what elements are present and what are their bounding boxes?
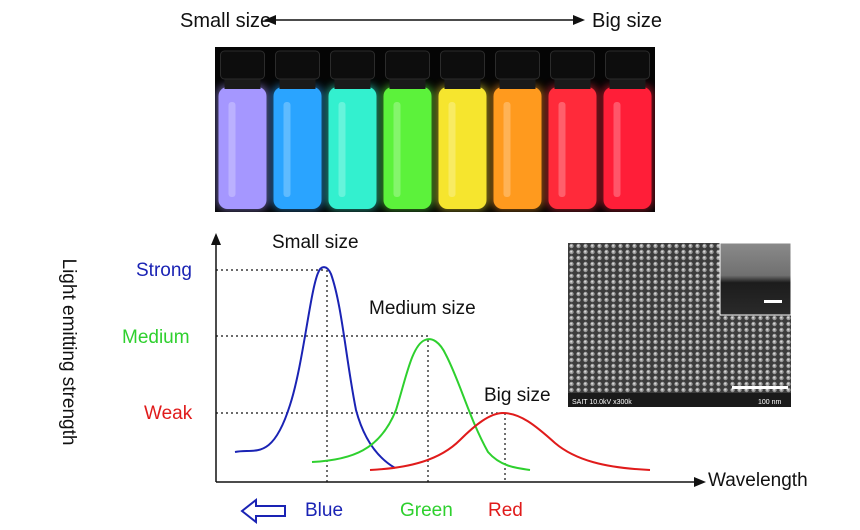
quantum-dot-vials-photo bbox=[215, 47, 655, 212]
vial-highlight bbox=[613, 102, 621, 197]
vial-highlight bbox=[228, 102, 236, 197]
vial-cap bbox=[330, 50, 375, 80]
medium-size-curve-label: Medium size bbox=[369, 298, 476, 319]
vial bbox=[218, 87, 267, 209]
big-size-curve-label: Big size bbox=[484, 385, 551, 406]
inset-scale-bar bbox=[764, 300, 782, 303]
vial-neck bbox=[389, 77, 426, 89]
vial-cap bbox=[220, 50, 265, 80]
vial-neck bbox=[224, 77, 261, 89]
sem-caption-right: 100 nm bbox=[758, 399, 782, 406]
vial-highlight bbox=[393, 102, 401, 197]
vial bbox=[603, 87, 652, 209]
vial-cap bbox=[440, 50, 485, 80]
weak-label: Weak bbox=[144, 403, 193, 424]
vial-highlight bbox=[503, 102, 511, 197]
strong-label: Strong bbox=[136, 260, 192, 281]
vial-highlight bbox=[338, 102, 346, 197]
vial-cap bbox=[605, 50, 650, 80]
small-size-curve bbox=[234, 266, 396, 469]
vial-highlight bbox=[558, 102, 566, 197]
red-marker-label: Red bbox=[488, 500, 523, 521]
vial bbox=[548, 87, 597, 209]
vial-neck bbox=[499, 77, 536, 89]
blue-marker-label: Blue bbox=[305, 500, 344, 521]
big-size-label: Big size bbox=[592, 10, 663, 32]
vial-highlight bbox=[283, 102, 291, 197]
size-double-arrow bbox=[264, 15, 585, 25]
vial-neck bbox=[444, 77, 481, 89]
vial-neck bbox=[554, 77, 591, 89]
vial-neck bbox=[609, 77, 646, 89]
vial-cap bbox=[550, 50, 595, 80]
medium-size-curve bbox=[311, 338, 531, 471]
y-axis-title: Light emitting strength bbox=[58, 258, 79, 446]
green-marker-label: Green bbox=[400, 500, 453, 521]
vial bbox=[438, 87, 487, 209]
vial bbox=[328, 87, 377, 209]
vial bbox=[383, 87, 432, 209]
vial-highlight bbox=[448, 102, 456, 197]
x-axis-arrowhead bbox=[694, 477, 706, 487]
sem-micrograph: SAIT 10.0kV x300k 100 nm bbox=[568, 243, 791, 407]
vial bbox=[493, 87, 542, 209]
y-axis-arrowhead bbox=[211, 233, 221, 245]
vial-cap bbox=[275, 50, 320, 80]
vial-cap bbox=[495, 50, 540, 80]
left-arrow-icon bbox=[240, 497, 286, 525]
big-size-curve bbox=[369, 411, 651, 471]
vial bbox=[273, 87, 322, 209]
small-size-curve-label: Small size bbox=[272, 232, 359, 253]
vial-neck bbox=[334, 77, 371, 89]
small-size-label: Small size bbox=[180, 10, 272, 32]
vial-cap bbox=[385, 50, 430, 80]
medium-label: Medium bbox=[122, 327, 190, 348]
sem-caption-left: SAIT 10.0kV x300k bbox=[572, 399, 632, 406]
vial-neck bbox=[279, 77, 316, 89]
scale-bar bbox=[732, 386, 788, 389]
x-axis-title: Wavelength bbox=[708, 470, 808, 491]
